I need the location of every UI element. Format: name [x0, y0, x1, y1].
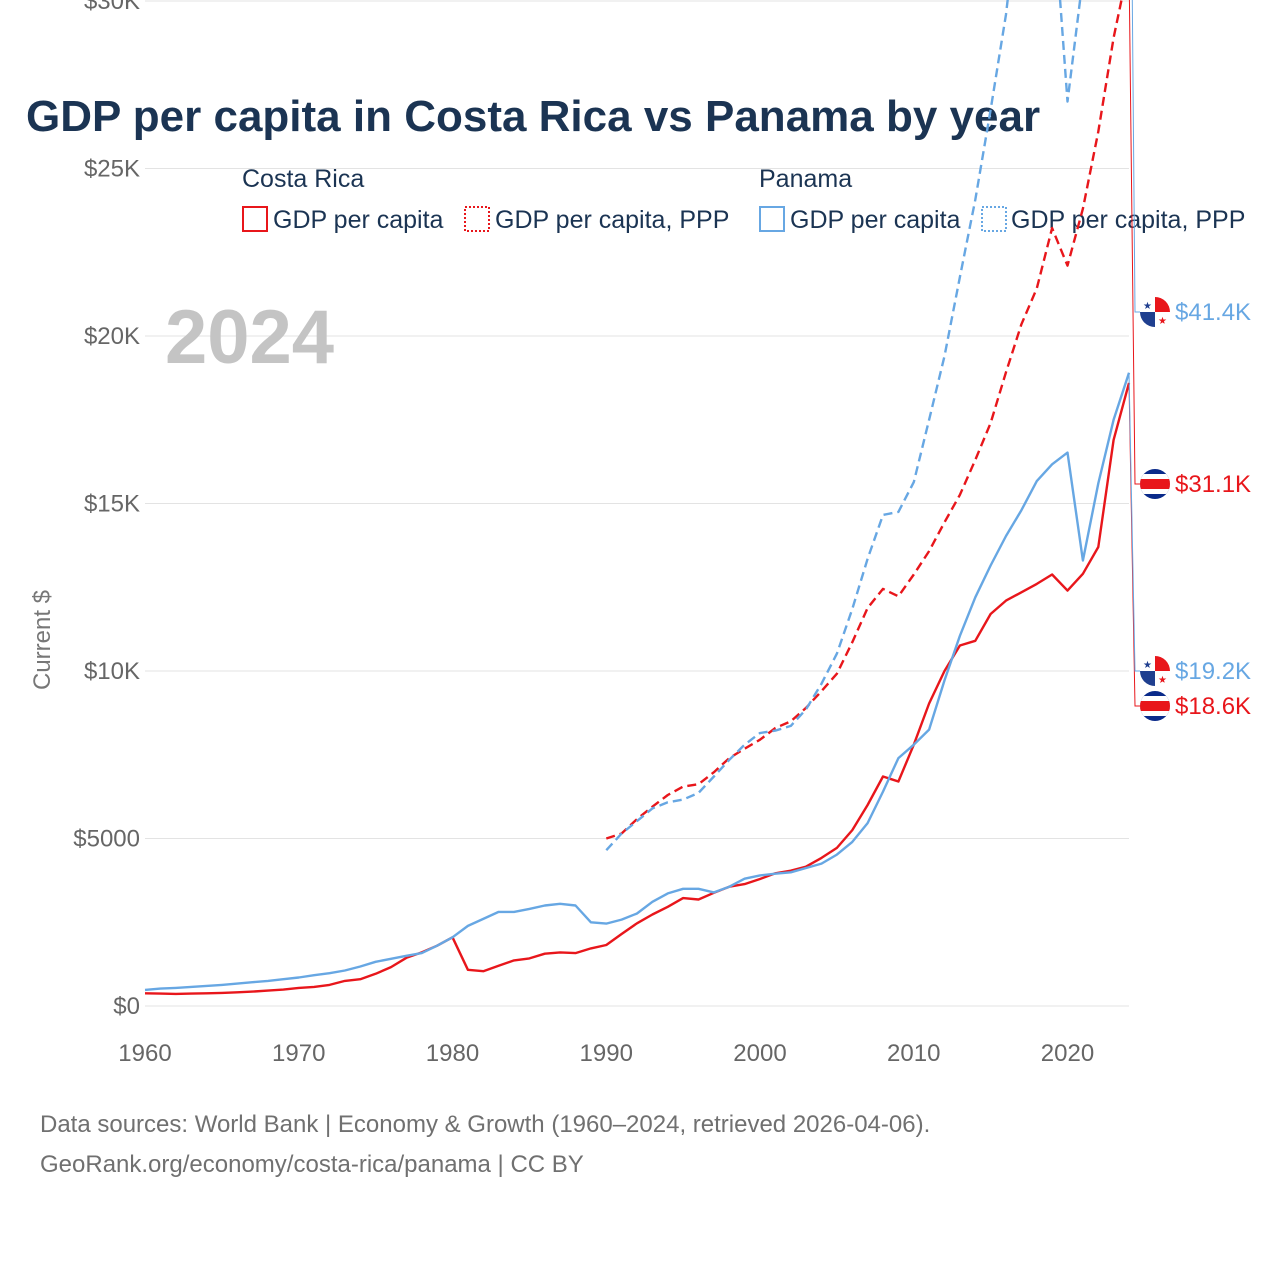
svg-text:★: ★	[1158, 316, 1167, 327]
series-line-costa-rica-ppp	[605, 0, 1123, 840]
end-label-costa-rica-nominal: $18.6K	[1175, 693, 1251, 720]
x-tick-label: 1960	[118, 1040, 171, 1067]
x-tick-label: 2010	[887, 1040, 940, 1067]
y-tick-labels: $0$5000$10K$15K$20K$25K$30K$35K$40K	[73, 0, 140, 1020]
end-label-panama-nominal: $19.2K	[1175, 658, 1251, 685]
flag-costa-rica-nominal-marker	[1140, 691, 1170, 721]
y-tick-label: $0	[113, 993, 140, 1020]
x-tick-label: 2000	[733, 1040, 786, 1067]
flag-panama-ppp-marker: ★ ★	[1140, 297, 1170, 327]
x-tick-labels: 1960 1970 1980 1990 2000 2010 2020	[118, 1040, 1094, 1067]
y-tick-label: $30K	[84, 0, 140, 15]
series-line-panama-nominal	[144, 372, 1131, 992]
legend-country-panama: Panama	[759, 165, 852, 193]
footer-sources: Data sources: World Bank | Economy & Gro…	[40, 1111, 930, 1138]
x-tick-label: 1990	[580, 1040, 633, 1067]
legend-swatch-pa-ppp[interactable]	[981, 206, 1007, 232]
connector-costa-rica-ppp	[1128, 0, 1140, 485]
legend-label-cr-nominal[interactable]: GDP per capita	[273, 206, 444, 234]
y-tick-label: $10K	[84, 658, 140, 685]
y-axis-label: Current $	[29, 590, 56, 690]
y-tick-label: $25K	[84, 156, 140, 183]
legend-label-pa-nominal[interactable]: GDP per capita	[790, 206, 961, 234]
series-lines	[144, 0, 1131, 996]
y-gridlines	[145, 0, 1129, 1007]
x-tick-label: 1970	[272, 1040, 325, 1067]
x-tick-label: 2020	[1041, 1040, 1094, 1067]
end-connectors	[1128, 0, 1140, 707]
legend-swatch-pa-nominal[interactable]	[759, 206, 785, 232]
legend-label-cr-ppp[interactable]: GDP per capita, PPP	[495, 206, 729, 234]
legend-swatch-cr-nominal[interactable]	[242, 206, 268, 232]
y-tick-label: $20K	[84, 323, 140, 350]
legend-swatch-cr-ppp[interactable]	[464, 206, 490, 232]
y-tick-label: $5000	[73, 826, 140, 853]
legend-label-pa-ppp[interactable]: GDP per capita, PPP	[1011, 206, 1245, 234]
series-line-panama-ppp	[605, 0, 1082, 852]
chart-title: GDP per capita in Costa Rica vs Panama b…	[26, 92, 1040, 141]
series-line-costa-rica-nominal	[144, 382, 1131, 996]
svg-text:★: ★	[1158, 675, 1167, 686]
connector-panama-ppp	[1131, 0, 1140, 313]
y-tick-label: $15K	[84, 491, 140, 518]
x-tick-label: 1980	[426, 1040, 479, 1067]
svg-text:★: ★	[1143, 301, 1152, 312]
end-label-panama-ppp: $41.4K	[1175, 299, 1251, 326]
flag-panama-nominal-marker: ★ ★	[1140, 656, 1170, 686]
svg-text:★: ★	[1143, 660, 1152, 671]
footer-link[interactable]: GeoRank.org/economy/costa-rica/panama | …	[40, 1151, 584, 1178]
legend: Costa Rica GDP per capita GDP per capita…	[242, 165, 1245, 234]
year-watermark: 2024	[165, 295, 334, 380]
connector-panama-nominal	[1128, 372, 1140, 672]
flag-costa-rica-ppp-marker	[1140, 469, 1170, 499]
end-label-costa-rica-ppp: $31.1K	[1175, 471, 1251, 498]
legend-country-costa-rica: Costa Rica	[242, 165, 364, 193]
